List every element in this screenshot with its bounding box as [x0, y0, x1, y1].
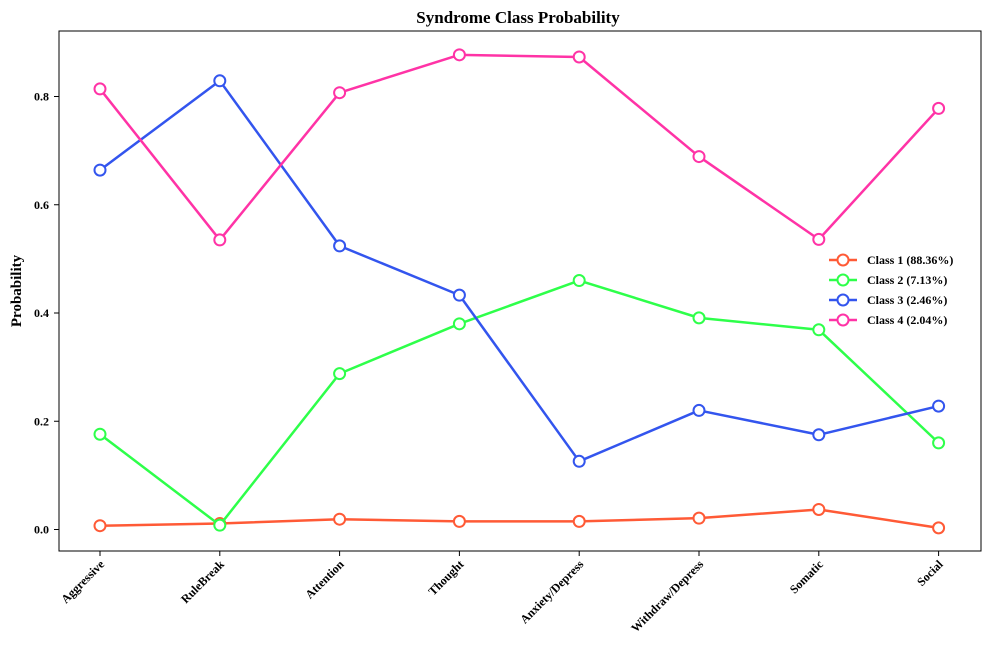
data-point [93, 427, 107, 441]
legend-marker [836, 313, 850, 327]
y-axis: 0.0 0.2 0.4 0.6 0.8 [34, 90, 59, 537]
legend-item: Class 1 (88.36%) [829, 253, 953, 267]
legend-label: Class 1 (88.36%) [867, 253, 953, 267]
x-tick-label: Aggressive [58, 557, 107, 606]
data-point [572, 274, 586, 288]
data-point [812, 428, 826, 442]
x-tick-label: Thought [425, 557, 466, 598]
data-point [333, 86, 347, 100]
data-point [692, 511, 706, 525]
series-class-3 [93, 74, 946, 468]
data-point [692, 311, 706, 325]
data-point [213, 233, 227, 247]
y-tick-label: 0.6 [34, 198, 49, 212]
data-point [333, 512, 347, 526]
data-point [812, 232, 826, 246]
chart-title: Syndrome Class Probability [416, 8, 620, 27]
legend-label: Class 2 (7.13%) [867, 273, 947, 287]
y-tick-label: 0.4 [34, 306, 49, 320]
data-point [692, 403, 706, 417]
data-point [932, 101, 946, 115]
series-class-2 [93, 274, 946, 532]
y-tick-label: 0.0 [34, 523, 49, 537]
y-tick-label: 0.8 [34, 90, 49, 104]
legend-item: Class 2 (7.13%) [829, 273, 947, 287]
series-layer [93, 48, 946, 535]
data-point [452, 288, 466, 302]
data-point [452, 317, 466, 331]
data-point [932, 399, 946, 413]
legend-item: Class 4 (2.04%) [829, 313, 947, 327]
data-point [932, 521, 946, 535]
x-tick-label: RuleBreak [178, 557, 227, 606]
data-point [452, 514, 466, 528]
legend-marker [836, 293, 850, 307]
x-tick-label: Anxiety/Depress [517, 557, 586, 626]
data-point [213, 74, 227, 88]
data-point [692, 150, 706, 164]
series-line [99, 53, 940, 242]
data-point [452, 48, 466, 62]
data-point [93, 163, 107, 177]
legend-label: Class 4 (2.04%) [867, 313, 947, 327]
legend-marker [836, 273, 850, 287]
series-line [99, 79, 939, 463]
data-point [572, 50, 586, 64]
series-class-4 [93, 48, 946, 247]
y-axis-label: Probability [9, 254, 25, 327]
series-line [99, 279, 940, 527]
x-axis: Aggressive RuleBreak Attention Thought Anxie… [58, 551, 946, 635]
x-tick-label: Social [914, 557, 946, 589]
data-point [333, 367, 347, 381]
data-point [572, 454, 586, 468]
data-point [812, 502, 826, 516]
data-point [572, 514, 586, 528]
legend-item: Class 3 (2.46%) [829, 293, 947, 307]
legend-marker [836, 253, 850, 267]
legend-label: Class 3 (2.46%) [867, 293, 947, 307]
x-tick-label: Attention [302, 557, 347, 602]
y-tick-label: 0.2 [34, 414, 49, 428]
plot-area-frame [58, 30, 982, 552]
data-point [932, 436, 946, 450]
data-point [333, 239, 347, 253]
legend: Class 1 (88.36%) Class 2 (7.13%) Class 3 (… [829, 253, 953, 327]
x-tick-label: Somatic [787, 557, 827, 597]
series-line [99, 508, 939, 530]
x-tick-label: Withdraw/Depress [628, 557, 706, 635]
data-point [213, 518, 227, 532]
data-point [812, 323, 826, 337]
data-point [93, 519, 107, 533]
data-point [93, 82, 107, 96]
